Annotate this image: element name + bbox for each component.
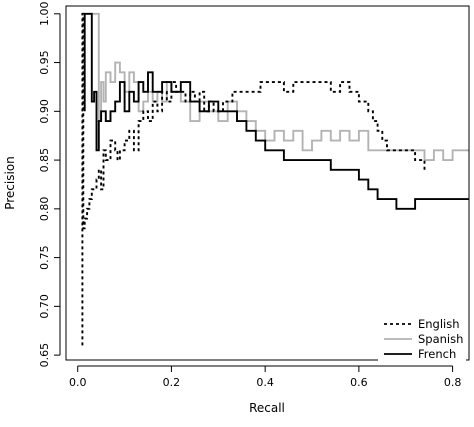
y-axis-title: Precision	[3, 156, 17, 210]
y-tick-label: 1.00	[38, 2, 51, 27]
y-tick-label: 0.65	[38, 343, 51, 368]
x-tick-label: 0.8	[444, 376, 462, 389]
plot-frame	[65, 5, 470, 361]
legend: English Spanish French	[378, 312, 466, 364]
legend-label-french: French	[418, 347, 456, 361]
x-axis: 0.0 0.2 0.4 0.6 0.8	[69, 365, 462, 389]
series-layer	[81, 12, 469, 346]
y-tick-label: 0.70	[38, 294, 51, 319]
y-tick-label: 0.75	[38, 245, 51, 270]
x-axis-title: Recall	[249, 401, 285, 415]
legend-label-english: English	[418, 317, 460, 331]
x-tick-label: 0.6	[350, 376, 368, 389]
y-tick-label: 0.85	[38, 148, 51, 173]
x-tick-label: 0.0	[69, 376, 87, 389]
y-tick-label: 0.80	[38, 197, 51, 222]
y-tick-label: 0.95	[38, 50, 51, 74]
y-tick-label: 0.90	[38, 99, 51, 124]
legend-label-spanish: Spanish	[418, 332, 463, 346]
legend-box	[378, 312, 466, 364]
series-line-english	[81, 12, 426, 346]
y-axis: 0.65 0.70 0.75 0.80 0.85 0.90 0.95 1.00	[38, 2, 61, 368]
x-tick-label: 0.4	[256, 376, 274, 389]
series-line-french	[83, 12, 469, 210]
x-tick-label: 0.2	[163, 376, 181, 389]
